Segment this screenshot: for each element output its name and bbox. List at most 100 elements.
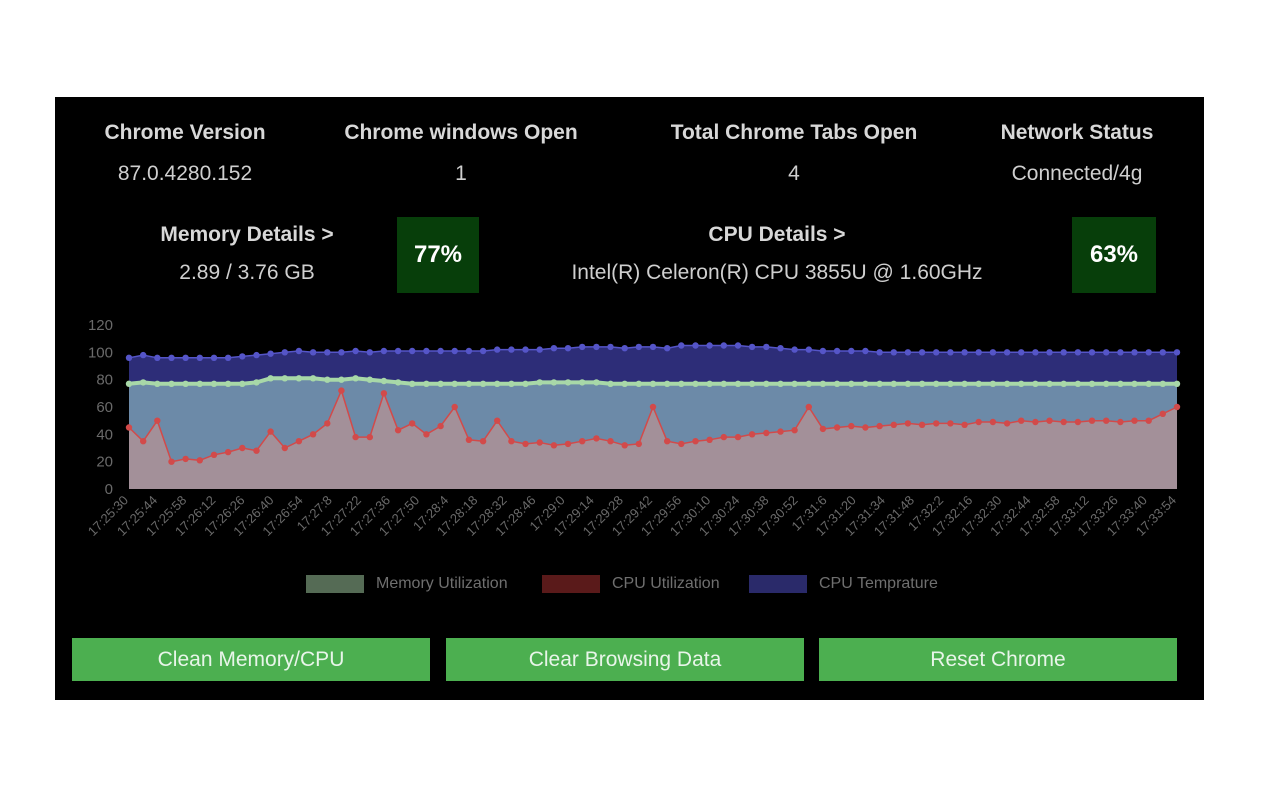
data-point — [210, 354, 218, 361]
data-point — [437, 347, 444, 355]
stat-label: Total Chrome Tabs Open — [670, 121, 918, 144]
data-point — [550, 379, 558, 386]
data-point — [1003, 380, 1011, 387]
data-point — [720, 433, 727, 441]
data-point — [862, 380, 869, 387]
stat-value: 4 — [788, 162, 800, 185]
data-point — [494, 346, 501, 353]
data-point — [437, 422, 444, 430]
data-point — [352, 375, 359, 382]
data-point — [1159, 410, 1167, 417]
data-point — [295, 347, 303, 355]
data-point — [1046, 349, 1053, 356]
data-point — [239, 353, 246, 360]
y-tick-label: 100 — [88, 344, 113, 361]
data-point — [918, 421, 926, 428]
data-point — [777, 428, 784, 435]
data-point — [947, 349, 954, 356]
data-point — [748, 431, 756, 438]
data-point — [734, 380, 742, 387]
data-point — [140, 438, 147, 445]
data-point — [168, 354, 175, 361]
stat-label: Chrome Version — [104, 121, 266, 144]
data-point — [1159, 349, 1167, 356]
reset-chrome-button[interactable]: Reset Chrome — [819, 638, 1177, 681]
data-point — [933, 420, 940, 427]
legend-memory[interactable]: Memory Utilization — [306, 575, 508, 593]
data-point — [819, 347, 827, 355]
data-point — [579, 343, 586, 351]
data-point — [918, 380, 926, 387]
y-tick-label: 60 — [96, 399, 113, 416]
stat-chrome-version: Chrome Version 87.0.4280.152 — [35, 121, 335, 186]
data-point — [366, 433, 373, 441]
data-point — [309, 431, 317, 438]
data-point — [989, 380, 997, 387]
data-point — [579, 438, 586, 445]
legend-cpu-temperature[interactable]: CPU Temprature — [749, 575, 938, 593]
data-point — [1117, 349, 1124, 356]
stat-windows-open: Chrome windows Open 1 — [311, 121, 611, 186]
data-point — [409, 420, 416, 427]
y-tick-label: 0 — [105, 481, 113, 498]
data-point — [380, 390, 388, 397]
data-point — [451, 347, 458, 355]
data-point — [607, 343, 614, 351]
clean-memory-cpu-button[interactable]: Clean Memory/CPU — [72, 638, 430, 681]
data-point — [394, 347, 402, 355]
data-point — [933, 380, 940, 387]
cpu-details-link[interactable]: CPU Details > — [708, 223, 846, 246]
data-point — [777, 345, 784, 352]
data-point — [140, 379, 147, 386]
data-point — [961, 421, 968, 428]
data-point — [536, 439, 543, 446]
clear-browsing-data-button[interactable]: Clear Browsing Data — [446, 638, 804, 681]
data-point — [833, 380, 841, 387]
data-point — [253, 351, 260, 359]
legend-label: CPU Temprature — [819, 575, 938, 592]
system-monitor-panel: Chrome Version 87.0.4280.152 Chrome wind… — [55, 97, 1204, 700]
data-point — [720, 380, 727, 387]
data-point — [267, 428, 274, 435]
y-tick-label: 40 — [96, 426, 113, 443]
data-point — [649, 380, 657, 387]
data-point — [224, 448, 232, 456]
legend-cpu[interactable]: CPU Utilization — [542, 575, 720, 593]
data-point — [494, 380, 501, 387]
data-point — [1088, 349, 1096, 356]
data-point — [465, 347, 473, 355]
memory-details: Memory Details > 2.89 / 3.76 GB — [97, 223, 397, 285]
data-point — [904, 380, 912, 387]
data-point — [862, 424, 869, 431]
data-point — [607, 380, 614, 387]
data-point — [692, 380, 699, 387]
data-point — [338, 387, 345, 394]
data-point — [1173, 403, 1181, 411]
data-point — [154, 417, 161, 424]
data-point — [366, 376, 373, 383]
memory-usage-value: 2.89 / 3.76 GB — [179, 261, 315, 284]
stat-tabs-open: Total Chrome Tabs Open 4 — [644, 121, 944, 186]
data-point — [1046, 380, 1053, 387]
data-point — [281, 444, 288, 452]
data-point — [791, 346, 798, 353]
data-point — [324, 376, 331, 383]
data-point — [678, 380, 685, 387]
data-point — [550, 345, 558, 352]
data-point — [1131, 349, 1138, 356]
data-point — [1074, 418, 1082, 426]
data-point — [295, 375, 303, 382]
data-point — [409, 380, 416, 387]
data-point — [678, 440, 685, 448]
data-point — [805, 403, 812, 411]
data-point — [224, 380, 232, 387]
data-point — [564, 440, 572, 448]
data-point — [1103, 349, 1110, 356]
data-point — [125, 380, 133, 387]
data-point — [1117, 418, 1124, 426]
data-point — [720, 342, 727, 349]
data-point — [947, 420, 954, 427]
stat-label: Network Status — [1000, 121, 1154, 144]
memory-details-link[interactable]: Memory Details > — [160, 223, 334, 246]
stat-network-status: Network Status Connected/4g — [927, 121, 1227, 186]
